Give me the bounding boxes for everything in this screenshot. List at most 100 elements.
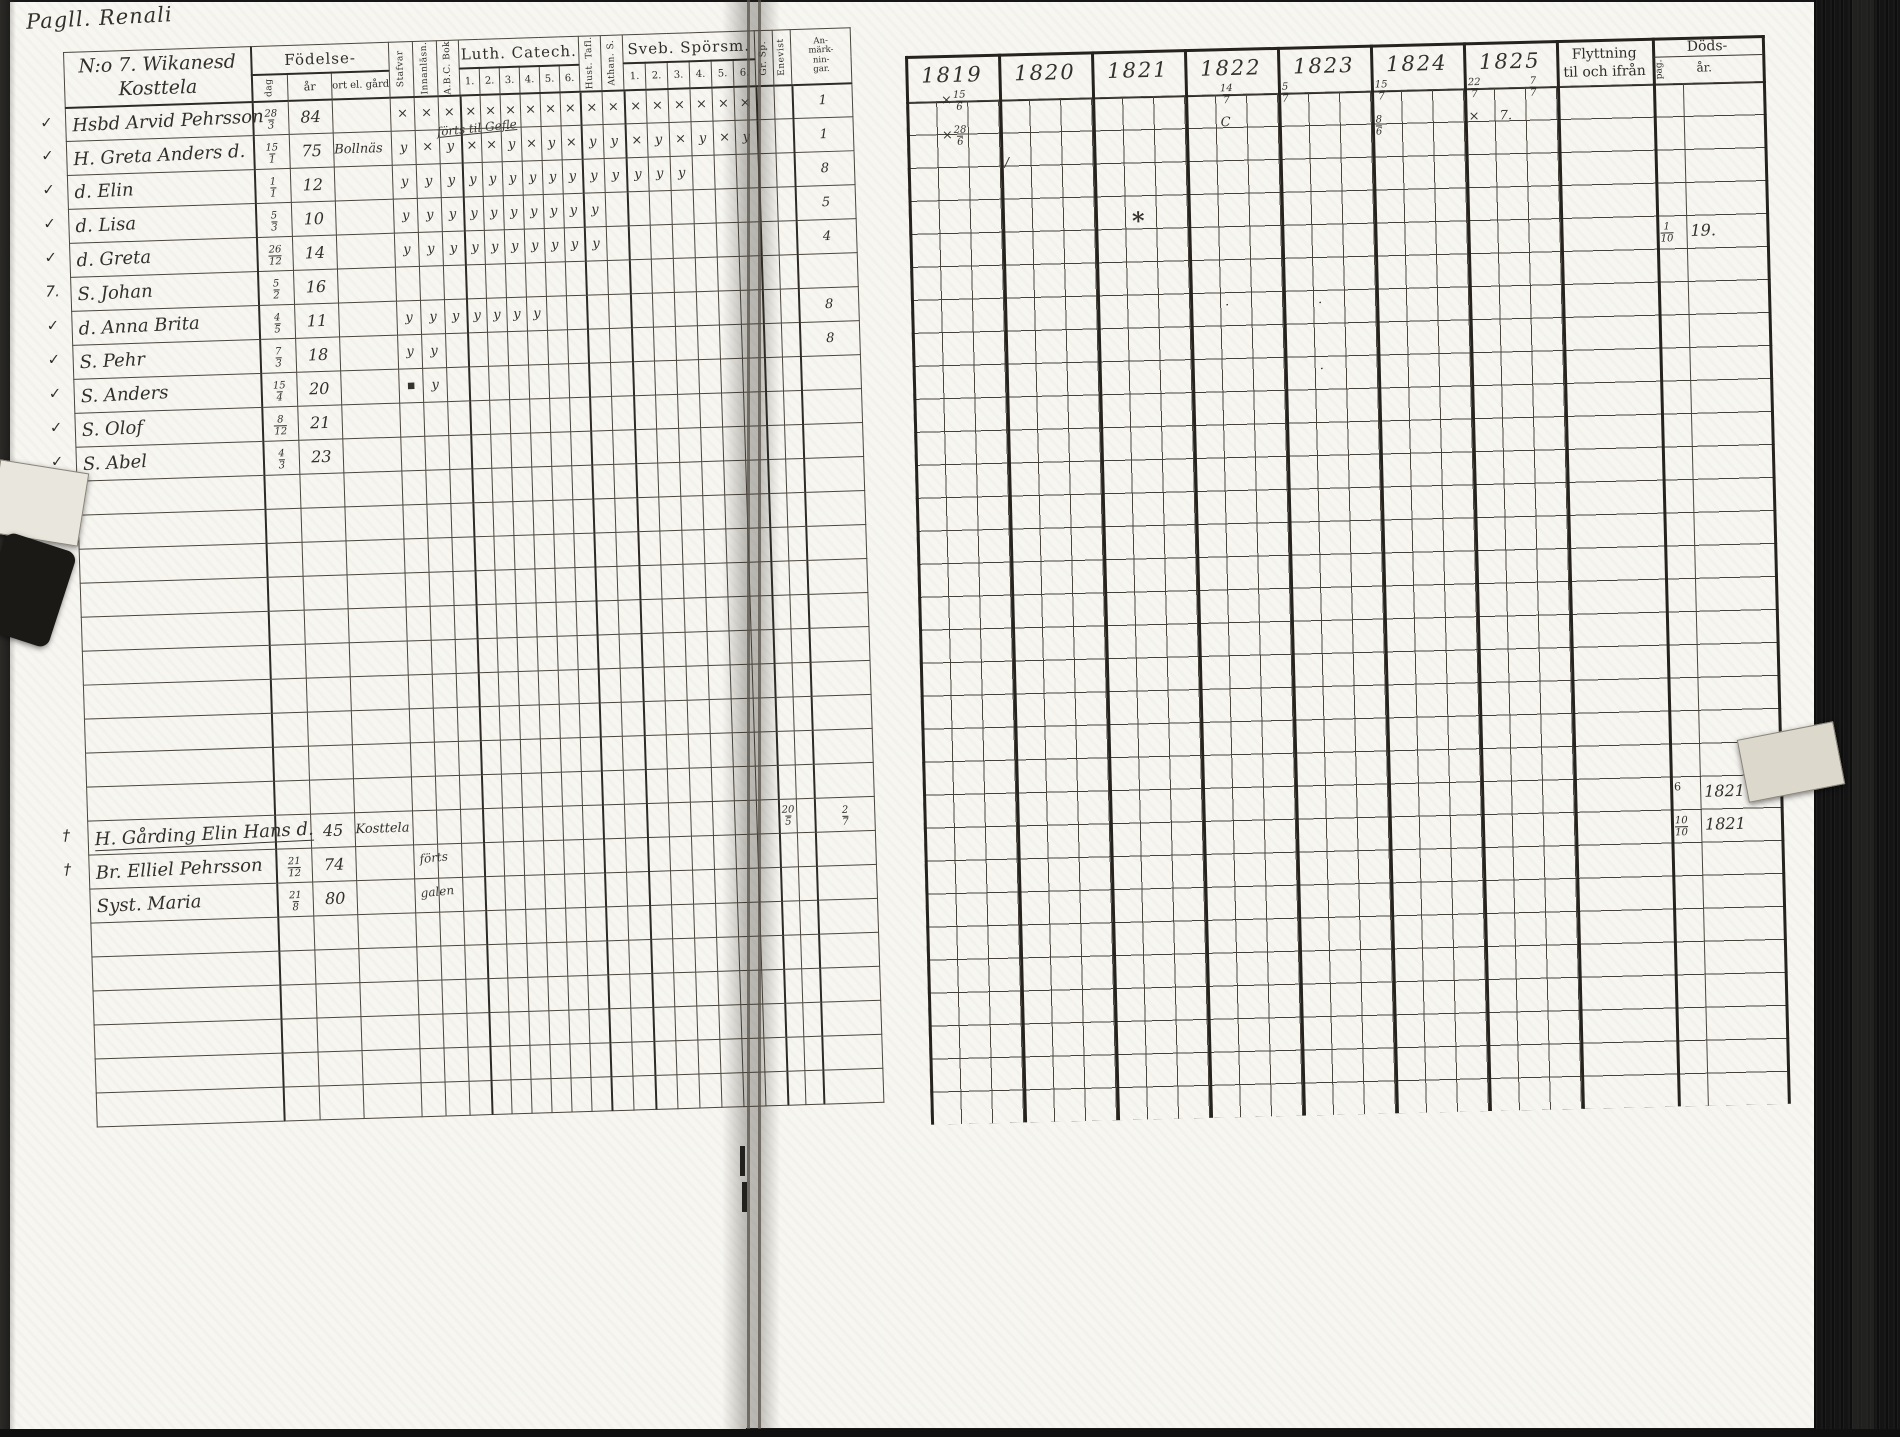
stacked-date: 15 4: [272, 379, 286, 404]
birth-place-cell: [344, 505, 404, 541]
innanlasn-header: Innanläsn.: [418, 41, 431, 96]
person-name: Hsbd Arvid Pehrsson: [71, 106, 265, 137]
remark-cell: 1: [791, 82, 854, 119]
examination-mark-cell: [466, 1012, 490, 1048]
examination-mark-cell: [416, 946, 442, 981]
examination-mark-cell: [573, 533, 595, 568]
examination-mark-cell: [561, 771, 583, 807]
examination-mark-cell: [692, 155, 716, 190]
examination-mark-cell: [671, 904, 695, 939]
examination-mark-cell: [572, 499, 594, 534]
examination-mark-cell: [672, 223, 696, 259]
examination-mark-cell: [651, 258, 675, 294]
examination-mark-cell: [608, 1008, 632, 1043]
examination-mark-cell: [506, 943, 528, 979]
luth-col-3: 3.: [499, 66, 521, 94]
stacked-date: 1 10: [1660, 221, 1674, 245]
examination-mark-cell: [631, 327, 655, 362]
person-name: S. Johan: [77, 280, 154, 306]
examination-mark-cell: [778, 220, 798, 256]
grid-subcolumn-lines: [906, 86, 1582, 1125]
examination-mark-cell: [581, 771, 603, 806]
examination-mark-cell: [626, 871, 650, 907]
examination-mark-cell: [434, 741, 460, 777]
examination-mark-cell: [531, 1078, 553, 1114]
communion-mark: /: [1004, 155, 1010, 171]
remark-cell: [809, 626, 871, 663]
birth-year-cell: [300, 506, 346, 543]
examination-mark-cell: [633, 395, 657, 430]
examination-mark-cell: y: [420, 299, 446, 335]
examination-mark-cell: [584, 873, 606, 908]
examination-mark-cell: [570, 431, 592, 466]
examination-mark-cell: [637, 531, 661, 566]
examination-mark-cell: [588, 362, 612, 398]
examination-mark-cell: [509, 1045, 532, 1081]
examination-mark-cell: [622, 735, 646, 771]
person-name: Br. Elliel Pehrsson: [95, 854, 264, 884]
examination-mark-cell: [454, 604, 478, 640]
examination-mark-cell: [585, 906, 607, 942]
examination-mark-cell: [511, 1079, 533, 1115]
examination-mark-cell: [518, 670, 540, 706]
examination-mark-cell: [606, 940, 630, 975]
birth-place-cell: [348, 607, 408, 643]
examination-mark-cell: [421, 1082, 447, 1117]
death-entry-day: 10 10: [1675, 813, 1689, 839]
communion-mark: 14 7: [1220, 80, 1233, 107]
stacked-date: 15 1: [265, 141, 279, 166]
examination-mark-cell: y: [506, 297, 528, 332]
examination-mark-cell: [674, 291, 698, 327]
margin-check-mark: ✓: [40, 146, 55, 165]
examination-mark-cell: [565, 261, 587, 296]
examination-mark-cell: [459, 774, 483, 810]
examination-mark-cell: [672, 938, 696, 973]
examination-mark-cell: [477, 638, 499, 673]
flyttning-header-line: Flyttning: [1571, 45, 1637, 63]
examination-mark-cell: [609, 327, 633, 363]
cross-mark: ×: [940, 92, 953, 108]
examination-mark-cell: [547, 976, 569, 1011]
examination-mark-cell: [484, 876, 506, 911]
examination-mark-cell: [519, 704, 541, 740]
examination-mark-cell: [656, 428, 680, 464]
date-fraction: 14 7: [1220, 80, 1233, 107]
birth-year-cell: 21: [297, 405, 343, 441]
examination-mark-cell: [399, 402, 425, 438]
birth-year-cell: 14: [292, 235, 338, 271]
remark-cell: [817, 898, 879, 935]
examination-mark-cell: 20 5: [778, 798, 798, 834]
examination-mark-cell: [551, 1078, 573, 1113]
birth-year-cell: [313, 914, 359, 951]
examination-mark-cell: [545, 908, 567, 943]
date-fraction: 22 7: [1468, 74, 1481, 101]
examination-mark-cell: ×: [602, 90, 626, 125]
sveb-col-3: 3.: [667, 61, 690, 89]
examination-mark-cell: [589, 396, 613, 432]
examination-mark-cell: [620, 667, 644, 703]
stacked-date: 8 12: [274, 413, 288, 438]
examination-mark-cell: [653, 326, 677, 362]
birth-place-cell: [356, 878, 416, 915]
examination-mark-cell: [578, 669, 600, 704]
examination-mark-cell: [528, 364, 550, 400]
examination-mark-cell: [641, 633, 665, 668]
examination-mark-cell: [463, 910, 487, 946]
birth-day-cell: 21 8: [276, 882, 314, 918]
examination-mark-cell: [651, 972, 675, 1008]
examination-mark-cell: [675, 1040, 699, 1075]
examination-mark-cell: [590, 1076, 613, 1112]
luth-col-6: 6.: [559, 64, 581, 93]
birth-year-cell: [319, 1084, 365, 1121]
examination-mark-cell: [586, 294, 610, 330]
remark-cell: 4: [796, 218, 858, 255]
examination-mark-cell: [629, 973, 653, 1009]
examination-mark-cell: [569, 1043, 591, 1079]
examination-mark-cell: y: [524, 228, 546, 264]
examination-mark-cell: [436, 809, 462, 845]
